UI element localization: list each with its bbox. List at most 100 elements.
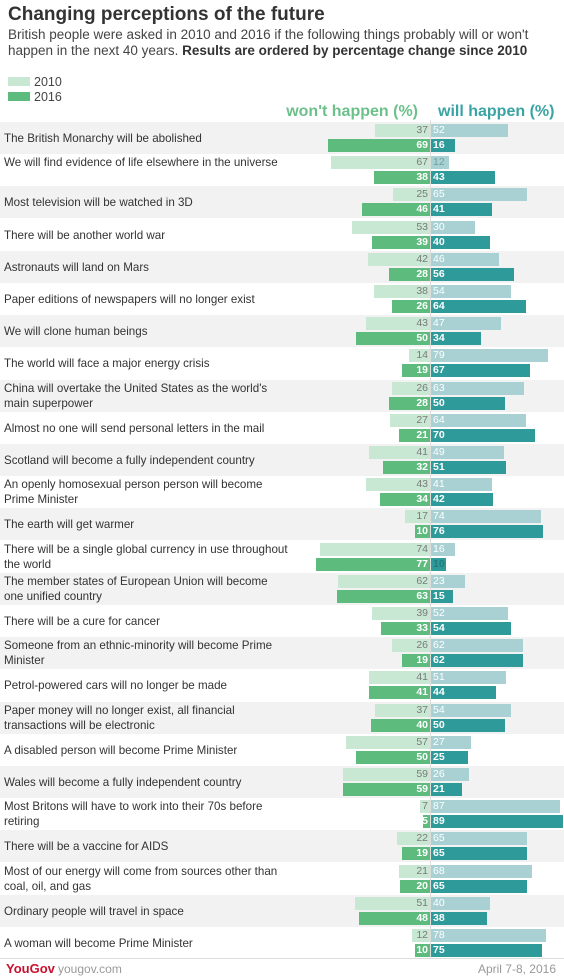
bar-wont-2010 — [375, 703, 430, 717]
bar-wont-2016 — [358, 911, 430, 925]
label-wont-2016: 59 — [416, 783, 428, 795]
label-wont-2016: 20 — [416, 879, 428, 892]
bar-wont-2016 — [400, 879, 430, 893]
label-will-2016: 89 — [433, 815, 445, 828]
bar-wont-2010 — [372, 607, 430, 620]
bar-will-2016 — [431, 235, 491, 249]
statement-label: There will be a single global currency i… — [4, 542, 288, 571]
bar-will-2010 — [431, 317, 501, 331]
statement-label: Ordinary people will travel in space — [4, 904, 184, 918]
bar-will-2016 — [431, 300, 526, 313]
statement-label: We will clone human beings — [4, 325, 148, 339]
label-wont-2010: 12 — [416, 929, 428, 941]
bar-will-2010 — [431, 768, 470, 781]
subtitle-emphasis: Results are ordered by percentage change… — [182, 43, 528, 58]
label-will-2016: 54 — [433, 622, 445, 634]
statement-label: The member states of European Union will… — [4, 574, 268, 603]
center-axis — [430, 120, 431, 958]
label-wont-2010: 38 — [416, 285, 428, 297]
bar-wont-2010 — [366, 478, 430, 492]
bar-will-2016 — [431, 525, 544, 539]
label-will-2016: 44 — [433, 686, 445, 699]
wont-happen-header: won't happen (%) — [286, 103, 418, 120]
bar-wont-2016 — [388, 267, 430, 281]
label-will-2010: 54 — [433, 285, 445, 297]
label-wont-2016: 19 — [416, 364, 428, 377]
chart-row: Petrol-powered cars will no longer be ma… — [0, 669, 564, 701]
bar-will-2010 — [431, 864, 532, 878]
label-will-2010: 62 — [433, 639, 445, 652]
bar-wont-2010 — [419, 800, 430, 814]
chart-row: Almost no one will send personal letters… — [0, 412, 564, 444]
bar-will-2016 — [431, 622, 511, 635]
label-will-2010: 26 — [433, 768, 445, 780]
label-will-2016: 38 — [433, 911, 445, 924]
label-wont-2010: 53 — [416, 220, 428, 233]
legend-item-2010: 2010 — [8, 74, 62, 89]
bar-will-2016 — [431, 396, 505, 410]
bar-will-2016 — [431, 203, 492, 217]
statement-label: The world will face a major energy crisi… — [4, 357, 210, 371]
label-wont-2010: 37 — [416, 703, 428, 716]
bar-wont-2010 — [397, 832, 430, 846]
label-will-2010: 87 — [433, 800, 445, 813]
label-wont-2016: 26 — [416, 300, 428, 312]
bar-wont-2010 — [366, 317, 430, 331]
bar-wont-2010 — [391, 381, 430, 395]
bar-wont-2016 — [356, 332, 430, 346]
bar-will-2010 — [431, 413, 526, 427]
bar-will-2010 — [431, 285, 511, 298]
chart-row: An openly homosexual person person will … — [0, 476, 564, 508]
bar-wont-2010 — [393, 188, 430, 202]
chart-row: Wales will become a fully independent co… — [0, 766, 564, 798]
bar-will-2016 — [431, 750, 468, 764]
bar-wont-2016 — [342, 783, 430, 796]
bar-will-2016 — [431, 139, 455, 152]
label-will-2010: 30 — [433, 220, 445, 233]
label-wont-2010: 14 — [416, 349, 428, 362]
label-wont-2010: 25 — [416, 188, 428, 201]
bar-wont-2010 — [369, 446, 430, 459]
bar-will-2016 — [431, 171, 495, 185]
label-will-2010: 47 — [433, 317, 445, 330]
bar-will-2016 — [431, 911, 488, 925]
label-will-2010: 46 — [433, 252, 445, 265]
bar-will-2010 — [431, 510, 541, 524]
bar-wont-2016 — [356, 750, 430, 764]
statement-label: There will be a vaccine for AIDS — [4, 840, 169, 854]
bar-will-2010 — [431, 124, 508, 137]
bar-wont-2016 — [361, 203, 430, 217]
bar-will-2010 — [431, 735, 471, 749]
label-will-2010: 74 — [433, 510, 445, 523]
bar-wont-2010 — [404, 510, 430, 524]
label-will-2010: 52 — [433, 124, 445, 136]
label-wont-2016: 32 — [416, 461, 428, 473]
label-wont-2010: 74 — [416, 542, 428, 555]
bar-will-2010 — [431, 478, 492, 492]
label-wont-2010: 41 — [416, 671, 428, 684]
label-wont-2010: 17 — [416, 510, 428, 523]
bar-will-2010 — [431, 671, 507, 685]
label-will-2016: 10 — [433, 557, 445, 570]
statement-label: A woman will become Prime Minister — [4, 937, 193, 950]
bar-wont-2016 — [422, 815, 430, 829]
label-will-2016: 65 — [433, 847, 445, 860]
label-wont-2016: 5 — [422, 815, 428, 828]
label-will-2016: 43 — [433, 171, 445, 184]
label-wont-2016: 77 — [416, 557, 428, 570]
label-will-2016: 42 — [433, 493, 445, 506]
label-wont-2010: 22 — [416, 832, 428, 845]
label-will-2010: 54 — [433, 703, 445, 716]
bar-will-2016 — [431, 879, 528, 893]
bar-wont-2016 — [401, 654, 430, 668]
bar-will-2010 — [431, 381, 525, 395]
label-wont-2016: 40 — [416, 718, 428, 731]
label-wont-2016: 63 — [416, 589, 428, 602]
label-wont-2010: 42 — [416, 252, 428, 265]
statement-label: The earth will get warmer — [4, 518, 135, 532]
label-will-2010: 27 — [433, 735, 445, 748]
label-wont-2010: 39 — [416, 607, 428, 619]
statement-label: There will be another world war — [4, 228, 166, 242]
subtitle-text: British people were asked in 2010 and 20… — [8, 27, 529, 58]
bar-wont-2016 — [336, 589, 430, 603]
